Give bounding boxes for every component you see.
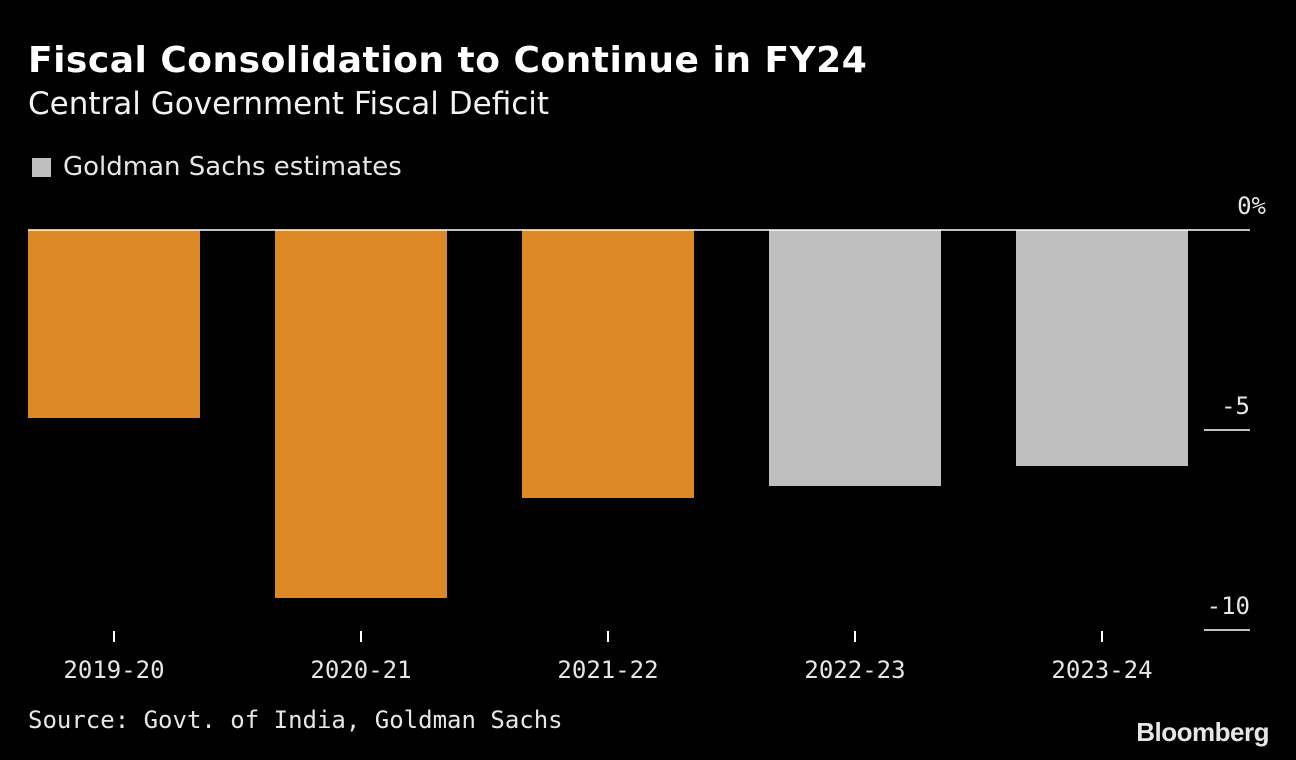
legend-swatch-estimates xyxy=(32,157,51,177)
bar-2022-23 xyxy=(769,230,941,486)
bar-2023-24 xyxy=(1016,230,1188,466)
x-tick-label-2023-24: 2023-24 xyxy=(1051,656,1152,684)
source-note: Source: Govt. of India, Goldman Sachs xyxy=(28,706,563,734)
bar-2021-22 xyxy=(522,230,694,498)
y-tick-label--5: -5 xyxy=(1221,392,1250,420)
y-tick-label--10: -10 xyxy=(1207,592,1250,620)
y-tick-label-0: 0% xyxy=(1237,192,1266,220)
x-tick-label-2021-22: 2021-22 xyxy=(557,656,658,684)
x-tick-label-2022-23: 2022-23 xyxy=(804,656,905,684)
chart-subtitle: Central Government Fiscal Deficit xyxy=(28,86,550,122)
chart-title: Fiscal Consolidation to Continue in FY24 xyxy=(28,40,868,81)
bar-2020-21 xyxy=(275,230,447,598)
x-tick-label-2019-20: 2019-20 xyxy=(63,656,164,684)
legend: Goldman Sachs estimates xyxy=(32,152,402,182)
x-tick-label-2020-21: 2020-21 xyxy=(310,656,411,684)
legend-label-estimates: Goldman Sachs estimates xyxy=(63,152,402,182)
bloomberg-logo: Bloomberg xyxy=(1136,717,1269,747)
bar-2019-20 xyxy=(28,230,200,418)
